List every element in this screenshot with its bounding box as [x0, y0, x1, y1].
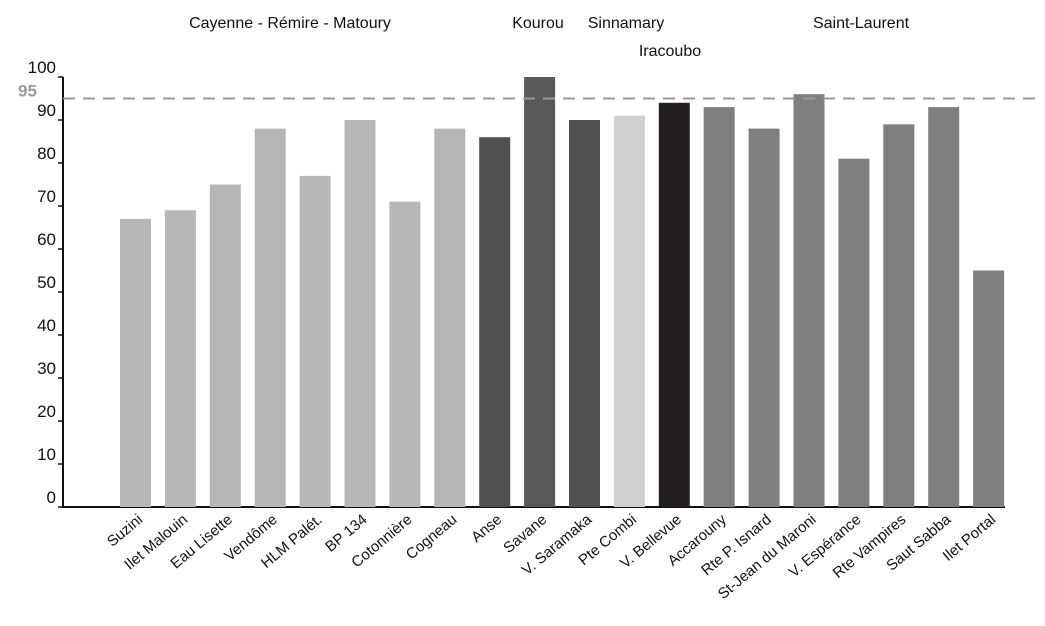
bar: [479, 137, 511, 507]
y-tick-label: 10: [37, 445, 56, 464]
group-label-saint-laurent: Saint-Laurent: [813, 15, 910, 32]
reference-line-group: 95: [18, 82, 1040, 101]
y-tick-label: 20: [37, 402, 56, 421]
group-labels: Cayenne - Rémire - Matoury Kourou Sinnam…: [189, 15, 910, 60]
bar: [120, 218, 151, 507]
y-tick-label: 70: [37, 187, 56, 206]
group-label-iracoubo: Iracoubo: [639, 43, 701, 60]
y-tick-label: 40: [37, 316, 56, 335]
bar: [883, 124, 915, 508]
x-tick-label: Anse: [468, 511, 505, 546]
group-label-kourou: Kourou: [512, 15, 564, 32]
reference-line-label: 95: [18, 82, 37, 101]
bar: [389, 201, 421, 507]
y-tick-label: 90: [37, 101, 56, 120]
bar: [613, 115, 645, 507]
bar: [344, 120, 376, 507]
x-tick-label: Cogneau: [403, 511, 461, 563]
bar: [299, 175, 331, 507]
group-label-cayenne: Cayenne - Rémire - Matoury: [189, 15, 391, 32]
bars: [120, 77, 1005, 508]
bar: [748, 128, 780, 507]
bar: [164, 210, 196, 508]
bar: [209, 184, 241, 507]
bar: [838, 158, 870, 507]
bar: [928, 107, 960, 507]
bar: [658, 102, 690, 508]
y-tick-label: 50: [37, 273, 56, 292]
bar: [254, 128, 286, 507]
y-tick-label: 60: [37, 230, 56, 249]
bar: [973, 270, 1005, 507]
y-tick-label: 30: [37, 359, 56, 378]
y-tick-label: 100: [28, 58, 56, 77]
bar: [793, 94, 825, 507]
group-label-sinnamary: Sinnamary: [588, 15, 664, 32]
bar: [703, 107, 735, 507]
y-tick-label: 0: [47, 488, 56, 507]
bar: [524, 77, 556, 507]
bar: [434, 128, 466, 507]
bar: [569, 120, 600, 507]
y-tick-label: 80: [37, 144, 56, 163]
